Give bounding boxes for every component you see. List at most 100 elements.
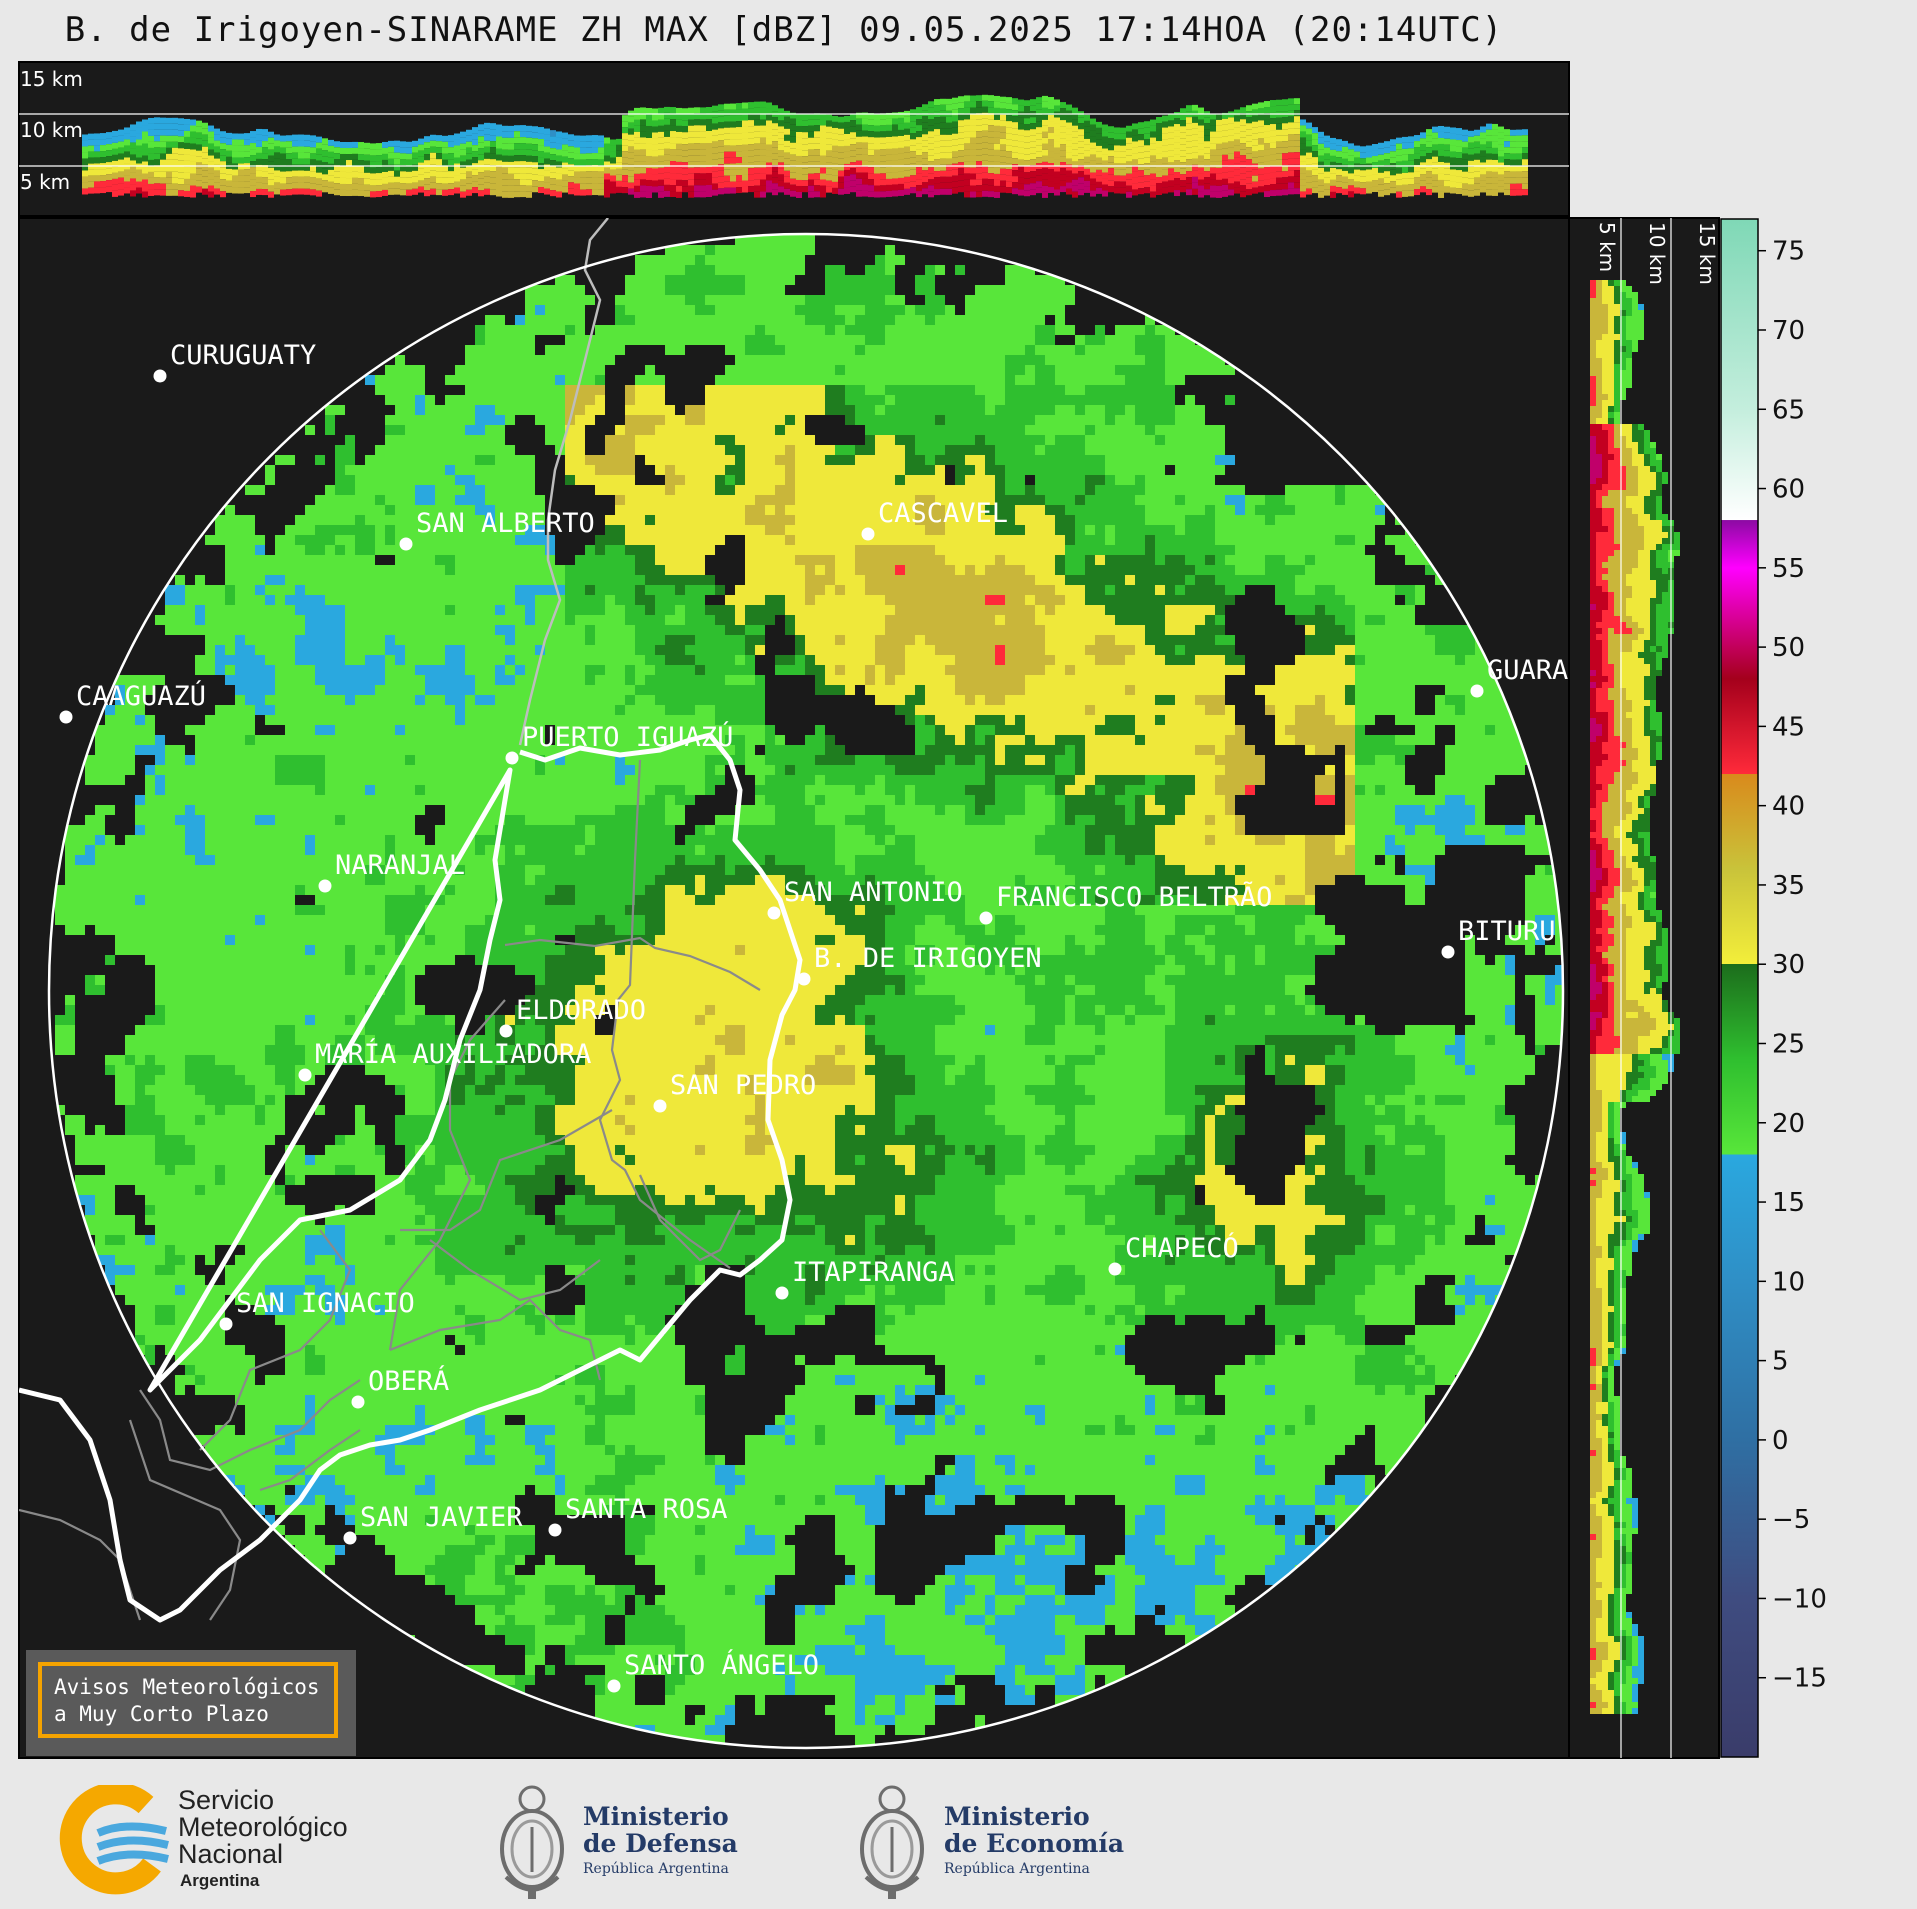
colorbar-tick-label: 65 [1772, 395, 1805, 425]
city-marker[interactable]: ITAPIRANGA [775, 1257, 955, 1300]
economia-line1: Ministerio [944, 1803, 1090, 1830]
city-dot-icon [298, 1068, 312, 1082]
side-profile-panel: 5 km 10 km 15 km [1568, 217, 1720, 1759]
city-dot-icon [1470, 684, 1484, 698]
city-marker[interactable]: MARÍA AUXILIADORA [298, 1038, 592, 1082]
city-marker[interactable]: ELDORADO [499, 995, 647, 1038]
city-label: CASCAVEL [878, 498, 1008, 529]
city-label: CAAGUAZÚ [76, 680, 206, 712]
city-dot-icon [979, 911, 993, 925]
city-dot-icon [767, 906, 781, 920]
colorbar-scale [1720, 218, 1759, 1758]
city-marker[interactable]: PUERTO IGUAZÚ [505, 721, 734, 765]
city-marker[interactable]: CURUGUATY [153, 340, 317, 383]
city-label: ELDORADO [516, 995, 646, 1026]
argentina-seal-icon [860, 1785, 924, 1899]
city-label: BITURU [1458, 916, 1556, 947]
defensa-sub: República Argentina [583, 1861, 729, 1877]
city-label: PUERTO IGUAZÚ [522, 721, 733, 753]
city-marker[interactable]: GUARA [1470, 655, 1569, 698]
city-marker[interactable]: SAN IGNACIO [219, 1288, 415, 1331]
colorbar-tick-label: 25 [1772, 1029, 1805, 1059]
side-label-5km: 5 km [1595, 222, 1619, 272]
city-label: SAN PEDRO [670, 1070, 816, 1101]
colorbar-tick-label: −5 [1772, 1505, 1810, 1535]
city-dot-icon [775, 1286, 789, 1300]
city-label: SANTO ÁNGELO [624, 1649, 819, 1681]
province-borders [19, 759, 761, 1621]
city-marker[interactable]: FRANCISCO BELTRÃO [979, 881, 1273, 925]
smn-name-line3: Nacional [178, 1841, 283, 1868]
city-label: FRANCISCO BELTRÃO [996, 881, 1272, 913]
colorbar-tick-label: 75 [1772, 237, 1805, 267]
city-dot-icon [351, 1395, 365, 1409]
city-dot-icon [1441, 945, 1455, 959]
colorbar-tick-label: −15 [1772, 1664, 1827, 1694]
warning-line-2: a Muy Corto Plazo [54, 1701, 322, 1728]
city-marker[interactable]: SANTA ROSA [548, 1494, 728, 1537]
footer-logos: Servicio Meteorológico Nacional Argentin… [0, 1765, 1917, 1909]
reflectivity-field [55, 235, 1563, 1748]
smn-logo-icon [59, 1785, 169, 1895]
city-marker[interactable]: SAN ANTONIO [767, 877, 963, 920]
city-label: SAN IGNACIO [236, 1288, 415, 1319]
city-marker[interactable]: B. DE IRIGOYEN [797, 943, 1042, 986]
city-dot-icon [153, 369, 167, 383]
city-marker[interactable]: CASCAVEL [861, 498, 1009, 541]
city-dot-icon [1108, 1262, 1122, 1276]
colorbar-tick-label: 35 [1772, 871, 1805, 901]
city-marker[interactable]: NARANJAL [318, 850, 466, 893]
city-marker[interactable]: CAAGUAZÚ [59, 680, 207, 724]
city-marker[interactable]: OBERÁ [351, 1365, 450, 1409]
city-dot-icon [499, 1024, 513, 1038]
city-dot-icon [505, 751, 519, 765]
city-label: CURUGUATY [170, 340, 316, 371]
city-marker[interactable]: SAN JAVIER [343, 1502, 524, 1545]
warning-line-1: Avisos Meteorológicos [54, 1674, 322, 1701]
colorbar-tick-label: 60 [1772, 475, 1805, 505]
city-marker[interactable]: SAN ALBERTO [399, 508, 595, 551]
colorbar-tick-label: 10 [1772, 1267, 1805, 1297]
city-marker[interactable]: CHAPECÓ [1108, 1232, 1239, 1276]
colorbar-tick-label: 15 [1772, 1188, 1805, 1218]
smn-name-line2: Meteorológico [178, 1814, 348, 1841]
radar-figure: 15 km 10 km 5 km [18, 61, 1827, 1759]
city-dot-icon [797, 972, 811, 986]
colorbar-tick-label: 40 [1772, 792, 1805, 822]
province-outline [19, 732, 803, 1623]
city-marker[interactable]: BITURU [1441, 916, 1556, 959]
city-dot-icon [343, 1531, 357, 1545]
city-label: SAN ANTONIO [784, 877, 963, 908]
city-dot-icon [548, 1523, 562, 1537]
warning-badge[interactable]: Avisos Meteorológicos a Muy Corto Plazo [26, 1650, 356, 1756]
top-label-15km: 15 km [20, 67, 83, 91]
map-title: B. de Irigoyen-SINARAME ZH MAX [dBZ] 09.… [0, 10, 1568, 50]
economia-line2: de Economía [944, 1830, 1124, 1857]
top-profile-panel: 15 km 10 km 5 km [18, 61, 1570, 217]
range-ring [47, 232, 1565, 1750]
city-label: OBERÁ [368, 1365, 449, 1397]
colorbar-tick-label: 0 [1772, 1426, 1789, 1456]
city-dot-icon [607, 1679, 621, 1693]
city-dot-icon [59, 710, 73, 724]
colorbar-tick-label: 5 [1772, 1347, 1789, 1377]
colorbar-tick-label: 30 [1772, 950, 1805, 980]
city-dot-icon [861, 527, 875, 541]
city-marker[interactable]: SAN PEDRO [653, 1070, 817, 1113]
top-label-5km: 5 km [20, 170, 70, 194]
city-dot-icon [399, 537, 413, 551]
city-dot-icon [318, 879, 332, 893]
argentina-seal-icon [500, 1785, 564, 1899]
smn-name-line1: Servicio [178, 1787, 274, 1814]
city-label: NARANJAL [335, 850, 465, 881]
colorbar-tick-label: 45 [1772, 712, 1805, 742]
main-map-panel: CURUGUATY SAN ALBERTO CASCAVEL CAAGUAZÚ GUAR… [18, 217, 1570, 1759]
top-label-10km: 10 km [20, 118, 83, 142]
side-label-10km: 10 km [1645, 222, 1669, 285]
city-marker[interactable]: SANTO ÁNGELO [607, 1649, 820, 1693]
colorbar-tick-label: 70 [1772, 316, 1805, 346]
city-label: MARÍA AUXILIADORA [315, 1038, 591, 1070]
colorbar-tick-label: −10 [1772, 1584, 1827, 1614]
side-label-15km: 15 km [1695, 222, 1719, 285]
